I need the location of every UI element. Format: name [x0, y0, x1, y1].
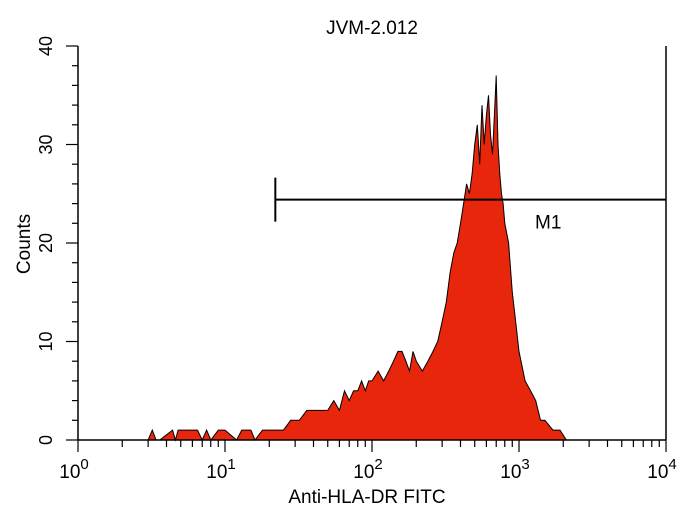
y-axis-ticks: 0 10 20 30 40 [36, 36, 78, 445]
y-axis-label: Counts [14, 214, 35, 274]
x-tick-label: 101 [206, 456, 235, 483]
chart-title: JVM-2.012 [326, 18, 418, 39]
histogram-fill [78, 75, 666, 440]
x-axis-label: Anti-HLA-DR FITC [288, 487, 445, 508]
x-tick-label: 103 [500, 456, 529, 483]
y-tick-label: 0 [36, 435, 56, 445]
x-tick-label: 102 [353, 456, 382, 483]
m1-marker: M1 [274, 177, 666, 234]
x-axis-ticks: 100 101 102 103 104 [59, 440, 677, 483]
marker-label: M1 [535, 213, 561, 234]
x-tick-label: 104 [647, 456, 676, 483]
plot-area: 0 10 20 30 40 100 101 102 103 104 M1 [36, 36, 677, 483]
y-tick-label: 10 [36, 331, 56, 351]
y-tick-label: 20 [36, 233, 56, 253]
histogram-outline [78, 75, 666, 442]
y-tick-label: 40 [36, 36, 56, 56]
x-tick-label: 100 [59, 456, 88, 483]
y-tick-label: 30 [36, 134, 56, 154]
